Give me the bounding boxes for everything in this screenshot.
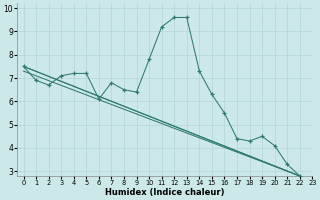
X-axis label: Humidex (Indice chaleur): Humidex (Indice chaleur) <box>105 188 225 197</box>
